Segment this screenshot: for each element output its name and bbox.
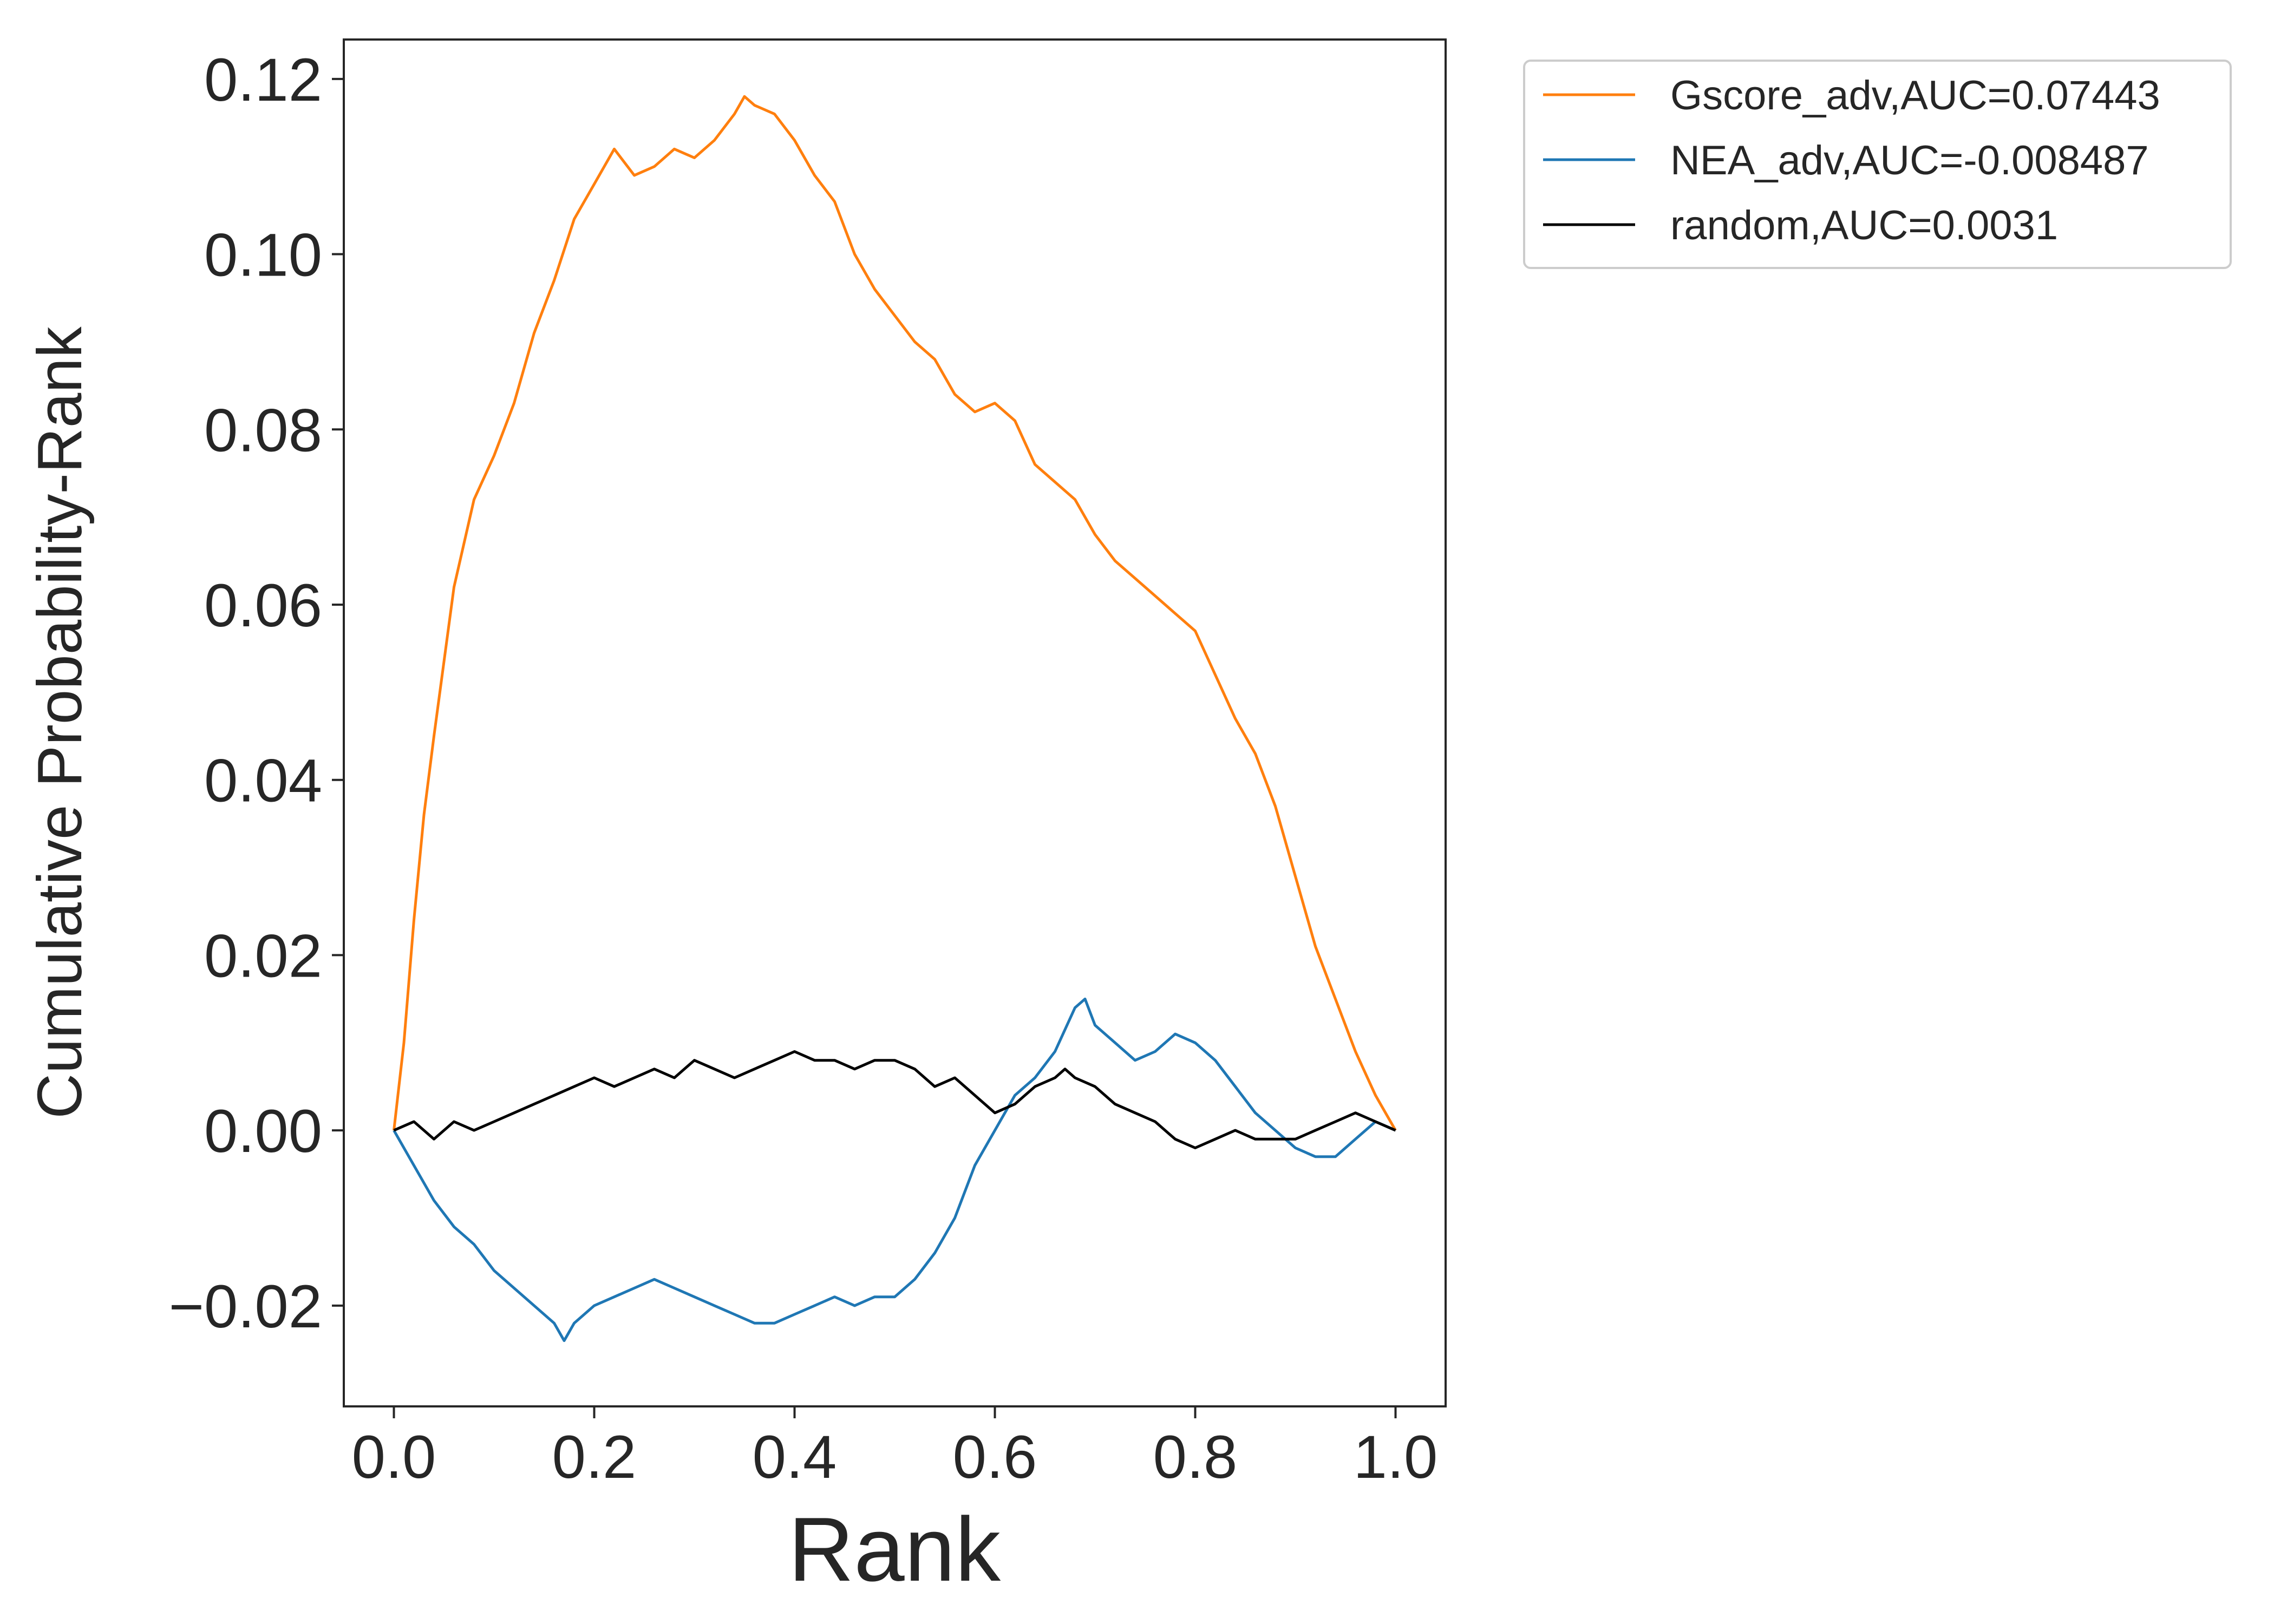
x-tick-label: 0.0 bbox=[352, 1423, 436, 1491]
x-tick-label: 0.2 bbox=[552, 1423, 637, 1491]
legend-label-1: NEA_adv,AUC=-0.008487 bbox=[1670, 137, 2149, 184]
x-tick-label: 1.0 bbox=[1354, 1423, 1438, 1491]
legend-frame bbox=[1523, 60, 2232, 269]
y-tick-label: 0.06 bbox=[204, 572, 322, 639]
x-tick-label: 0.4 bbox=[753, 1423, 837, 1491]
legend-label-0: Gscore_adv,AUC=0.07443 bbox=[1670, 73, 2160, 119]
series-line-1 bbox=[393, 997, 1396, 1343]
y-tick-label: 0.10 bbox=[204, 221, 322, 289]
x-axis: 0.0 0.2 0.4 0.6 0.8 1.0 bbox=[352, 1406, 1438, 1491]
x-tick-label: 0.8 bbox=[1153, 1423, 1238, 1491]
plot-frame bbox=[343, 38, 1447, 1407]
y-axis-title: Cumulative Probability-Rank bbox=[24, 326, 95, 1118]
y-tick-label: 0.02 bbox=[204, 922, 322, 990]
series-line-0 bbox=[393, 95, 1397, 1131]
x-axis-title: Rank bbox=[788, 1498, 1001, 1600]
plot-lines bbox=[393, 95, 1397, 1343]
y-tick-label: 0.08 bbox=[204, 396, 322, 464]
legend-label-2: random,AUC=0.0031 bbox=[1670, 202, 2058, 248]
y-tick-label: 0.00 bbox=[204, 1097, 322, 1165]
y-tick-label: 0.04 bbox=[204, 747, 322, 815]
legend: Gscore_adv,AUC=0.07443 NEA_adv,AUC=-0.008… bbox=[1523, 60, 2232, 269]
y-axis: −0.02 0.00 0.02 0.04 0.06 0.08 0.10 0.12 bbox=[169, 46, 344, 1340]
y-tick-label: 0.12 bbox=[204, 46, 322, 114]
series-line-2 bbox=[393, 1050, 1396, 1149]
y-tick-label: −0.02 bbox=[169, 1273, 322, 1340]
x-tick-label: 0.6 bbox=[953, 1423, 1037, 1491]
